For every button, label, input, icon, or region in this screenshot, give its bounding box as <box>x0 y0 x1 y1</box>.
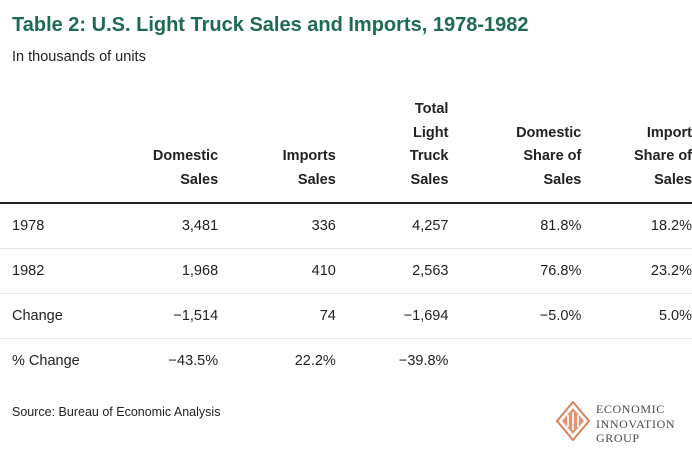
header-domestic-share-of-sales: Domestic Share of Sales <box>448 96 582 204</box>
cell-total-sales: −1,694 <box>335 293 449 339</box>
header-line: Sales <box>180 171 219 188</box>
cell-domestic-sales: −43.5% <box>168 353 219 369</box>
header-line: Truck <box>409 148 449 164</box>
cell-imports-sales: 22.2% <box>294 353 336 369</box>
cell-domestic-share <box>448 339 581 384</box>
cell-imports-sales: 336 <box>218 203 336 249</box>
table-title: Table 2: U.S. Light Truck Sales and Impo… <box>12 14 529 36</box>
cell-domestic-sales: 1,968 <box>121 248 219 294</box>
cell-imports-sales: 74 <box>218 293 336 339</box>
cell-import-share <box>581 339 692 384</box>
header-line: Domestic <box>152 148 219 164</box>
cell-domestic-share: 76.8% <box>448 248 582 294</box>
cell-total-sales: 2,563 <box>335 248 449 294</box>
header-line: Light <box>413 124 449 141</box>
eig-diamond-logo-icon <box>556 401 590 441</box>
cell-total-sales: 4,257 <box>335 203 449 249</box>
header-import-share-of-sales: Import Share of Sales <box>581 96 692 204</box>
header-line: Sales <box>654 171 692 188</box>
logo-line: INNOVATION <box>596 416 676 431</box>
source-note: Source: Bureau of Economic Analysis <box>12 405 221 419</box>
header-line: Import <box>646 124 692 141</box>
header-line: Imports <box>282 148 336 164</box>
logo-line: ECONOMIC <box>596 402 665 416</box>
cell-total-sales: −39.8% <box>398 353 449 369</box>
header-line: Share of <box>523 148 582 164</box>
header-line: Total <box>414 101 449 117</box>
cell-domestic-sales: 3,481 <box>121 203 219 249</box>
row-label: 1978 <box>0 203 122 249</box>
cell-import-share: 18.2% <box>581 203 692 249</box>
header-imports-sales: Imports Sales <box>218 96 336 204</box>
cell-import-share: 5.0% <box>581 293 692 339</box>
header-total-light-truck-sales: Total Light Truck Sales <box>335 96 449 204</box>
table-row-1982: 1982 1,968 410 2,563 76.8% 23.2% <box>0 248 692 294</box>
logo-line: GROUP <box>596 431 640 445</box>
table-subtitle: In thousands of units <box>12 49 146 65</box>
cell-domestic-share: −5.0% <box>448 293 582 339</box>
header-line: Domestic <box>516 124 582 141</box>
row-label: % Change <box>12 353 80 369</box>
row-label: 1982 <box>0 248 122 294</box>
header-line: Sales <box>410 171 449 188</box>
eig-logo: ECONOMIC INNOVATION GROUP <box>556 401 686 447</box>
header-domestic-sales: Domestic Sales <box>121 96 219 204</box>
logo-wordmark: ECONOMIC INNOVATION GROUP <box>596 402 675 446</box>
table-row-change: Change −1,514 74 −1,694 −5.0% 5.0% <box>0 293 692 339</box>
table-row-1978: 1978 3,481 336 4,257 81.8% 18.2% <box>0 203 692 249</box>
data-table: Domestic Sales Imports Sales Total Light… <box>0 96 692 383</box>
header-line: Sales <box>543 171 582 188</box>
row-label: Change <box>0 293 122 339</box>
row-header-corner <box>0 96 122 204</box>
cell-domestic-share: 81.8% <box>448 203 582 249</box>
cell-imports-sales: 410 <box>218 248 336 294</box>
table-row-percent-change: % Change −43.5% 22.2% −39.8% <box>0 339 692 384</box>
header-row: Domestic Sales Imports Sales Total Light… <box>0 96 692 204</box>
header-line: Sales <box>297 171 336 188</box>
header-line: Share of <box>633 148 692 164</box>
cell-domestic-sales: −1,514 <box>121 293 219 339</box>
cell-import-share: 23.2% <box>581 248 692 294</box>
